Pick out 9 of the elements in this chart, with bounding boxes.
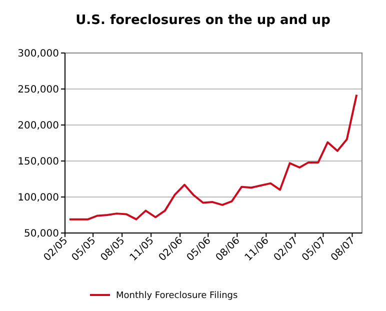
line-series [68,94,358,220]
legend-label: Monthly Foreclosure Filings [116,291,238,302]
y-tick-label: 50,000 [24,228,59,240]
y-tick-label: 300,000 [18,48,59,60]
chart-title: U.S. foreclosures on the up and up [76,13,330,28]
y-tick-label: 100,000 [18,192,59,204]
y-tick-label: 250,000 [18,84,59,96]
y-tick-label: 150,000 [18,156,59,168]
y-tick-label: 200,000 [18,120,59,132]
